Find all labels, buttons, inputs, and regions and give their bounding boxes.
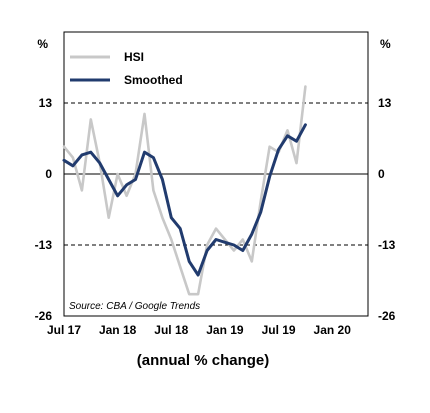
x-tick-label: Jul 19 (262, 323, 296, 337)
right-y-ticks: 13 0 -13 -26 (378, 96, 396, 323)
y-tick-label-left: -26 (35, 309, 53, 323)
series-line-hsi (62, 85, 307, 296)
y-tick-label-left: -13 (35, 238, 53, 252)
y-tick-label-right: -13 (378, 238, 396, 252)
source-note: Source: CBA / Google Trends (69, 301, 200, 312)
x-tick-label: Jul 18 (154, 323, 188, 337)
legend-label-hsi: HSI (124, 50, 144, 64)
x-tick-label: Jan 19 (206, 323, 244, 337)
x-tick-label: Jan 20 (314, 323, 352, 337)
left-axis-unit: % (37, 37, 48, 51)
series-line-smoothed (62, 123, 307, 277)
x-ticks: Jul 17 Jan 18 Jul 18 Jan 19 Jul 19 Jan 20 (47, 323, 351, 337)
x-tick-label: Jan 18 (99, 323, 137, 337)
y-tick-label-right: -26 (378, 309, 396, 323)
y-tick-label-left: 0 (45, 167, 52, 181)
right-axis-unit: % (380, 37, 391, 51)
chart-caption: (annual % change) (137, 352, 270, 369)
y-tick-label-right: 13 (378, 96, 392, 110)
reference-lines (64, 102, 368, 246)
legend-label-smoothed: Smoothed (124, 73, 183, 87)
x-tick-label: Jul 17 (47, 323, 81, 337)
left-y-ticks: 13 0 -13 -26 (35, 96, 53, 323)
legend: HSI Smoothed (70, 50, 183, 87)
y-tick-label-left: 13 (39, 96, 53, 110)
y-tick-label-right: 0 (378, 167, 385, 181)
